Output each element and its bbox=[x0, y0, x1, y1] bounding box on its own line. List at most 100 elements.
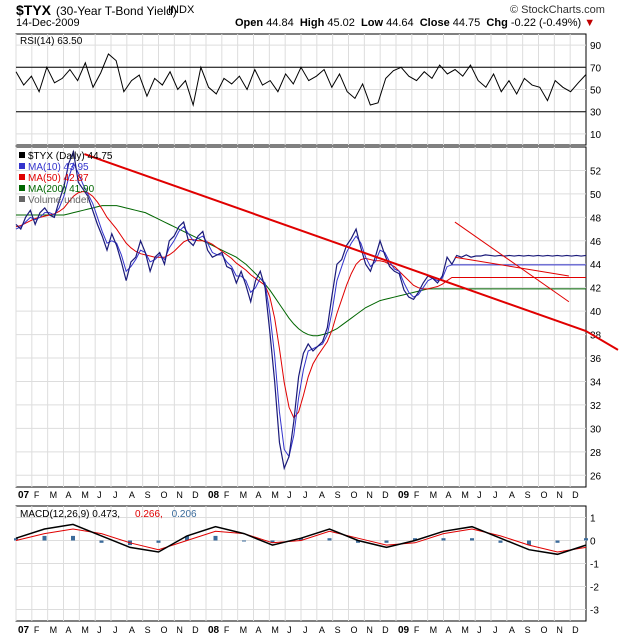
price-x-tick-label: F bbox=[414, 490, 420, 500]
price-x-tick-label: A bbox=[66, 490, 72, 500]
macd-histogram-bar bbox=[14, 538, 18, 541]
macd-histogram-bar bbox=[441, 538, 446, 541]
rsi-y-tick-label: 50 bbox=[590, 86, 602, 97]
price-x-tick-label: M bbox=[430, 490, 438, 500]
exchange: INDX bbox=[168, 4, 195, 16]
ohlc-row: Open 44.84 High 45.02 Low 44.64 Close 44… bbox=[235, 17, 595, 29]
price-y-tick-label: 30 bbox=[590, 424, 602, 435]
price-y-tick-label: 28 bbox=[590, 448, 602, 459]
low-label: Low bbox=[361, 17, 384, 29]
price-y-tick-label: 42 bbox=[590, 284, 602, 295]
open-label: Open bbox=[235, 17, 264, 29]
price-x-tick-label: D bbox=[382, 490, 389, 500]
change-value: -0.22 (-0.49%) bbox=[510, 17, 582, 29]
macd-y-tick-label: -2 bbox=[590, 583, 599, 594]
macd-y-tick-label: -1 bbox=[590, 560, 599, 571]
rsi-y-tick-label: 70 bbox=[590, 63, 602, 74]
price-x-tick-label: J bbox=[303, 490, 308, 500]
price-x-tick-label: J bbox=[477, 490, 482, 500]
macd-histogram-bar bbox=[213, 535, 218, 541]
price-legend-label: MA(10) 43.95 bbox=[28, 162, 89, 173]
price-y-tick-label: 32 bbox=[590, 401, 602, 412]
price-x-tick-label: D bbox=[192, 490, 199, 500]
change-label: Chg bbox=[486, 17, 508, 29]
macd-histogram-bar bbox=[527, 540, 531, 546]
high-label: High bbox=[299, 17, 325, 29]
symbol: $TYX bbox=[16, 2, 52, 18]
macd-histogram-bar bbox=[299, 538, 303, 541]
macd-histogram-bar bbox=[71, 535, 75, 541]
price-x-tick-label: S bbox=[145, 490, 151, 500]
price-y-tick-label: 50 bbox=[590, 190, 602, 201]
price-legend-swatch bbox=[19, 185, 25, 191]
price-x-tick-label: J bbox=[493, 490, 498, 500]
price-legend-label: Volume undef bbox=[28, 195, 89, 206]
macd-x-tick-label: D bbox=[192, 625, 199, 635]
price-y-tick-label: 34 bbox=[590, 377, 602, 388]
macd-x-tick-label: A bbox=[256, 625, 262, 635]
macd-histogram-bar bbox=[470, 538, 474, 541]
price-x-tick-label: A bbox=[509, 490, 515, 500]
price-x-tick-label: J bbox=[287, 490, 292, 500]
ma10-line bbox=[15, 162, 586, 458]
down-triangle-icon: ▼ bbox=[584, 17, 596, 29]
symbol-name: (30-Year T-Bond Yield) bbox=[56, 4, 177, 18]
macd-histogram-bar bbox=[327, 538, 332, 541]
macd-x-tick-label: J bbox=[303, 625, 308, 635]
trendline-extension bbox=[585, 330, 619, 351]
macd-x-tick-label: J bbox=[493, 625, 498, 635]
price-x-tick-label: M bbox=[81, 490, 89, 500]
macd-histogram-bar bbox=[413, 538, 417, 541]
price-x-tick-label: M bbox=[271, 490, 279, 500]
close-value: 44.75 bbox=[452, 17, 481, 29]
price-legend-label: $TYX (Daily) 44.75 bbox=[28, 151, 113, 162]
price-x-tick-label: J bbox=[97, 490, 102, 500]
ma50-line bbox=[15, 191, 586, 419]
macd-y-tick-label: 1 bbox=[590, 514, 596, 525]
price-legend-swatch bbox=[19, 196, 25, 202]
high-value: 45.02 bbox=[327, 17, 355, 29]
macd-histogram-bar bbox=[356, 540, 360, 543]
macd-x-tick-label: F bbox=[414, 625, 420, 635]
price-x-tick-label: S bbox=[525, 490, 531, 500]
low-value: 44.64 bbox=[386, 17, 414, 29]
date: 14-Dec-2009 bbox=[16, 17, 80, 29]
macd-x-tick-label: A bbox=[129, 625, 135, 635]
macd-y-tick-label: 0 bbox=[590, 537, 596, 548]
macd-x-tick-label: A bbox=[509, 625, 515, 635]
macd-histogram-bar bbox=[384, 540, 389, 543]
macd-legend: 0.266, bbox=[135, 509, 163, 520]
macd-x-tick-label: J bbox=[97, 625, 102, 635]
price-x-tick-label: N bbox=[556, 490, 563, 500]
macd-line bbox=[15, 523, 587, 556]
macd-x-tick-label: O bbox=[351, 625, 358, 635]
macd-histogram-bar bbox=[185, 535, 189, 541]
macd-x-tick-label: 09 bbox=[398, 625, 410, 636]
macd-x-tick-label: 08 bbox=[208, 625, 220, 636]
macd-x-tick-label: 07 bbox=[18, 625, 30, 636]
price-y-tick-label: 44 bbox=[590, 260, 602, 271]
price-x-tick-label: 07 bbox=[18, 490, 30, 501]
close-label: Close bbox=[419, 17, 450, 29]
price-x-tick-label: N bbox=[366, 490, 373, 500]
rsi-y-tick-label: 30 bbox=[590, 108, 602, 119]
macd-x-tick-label: A bbox=[446, 625, 452, 635]
price-y-tick-label: 26 bbox=[590, 471, 602, 482]
macd-histogram-bar bbox=[498, 540, 503, 543]
trendline-1 bbox=[454, 221, 570, 303]
price-x-tick-label: F bbox=[224, 490, 230, 500]
macd-histogram-bar bbox=[99, 540, 104, 543]
macd-x-tick-label: S bbox=[335, 625, 341, 635]
rsi-y-tick-label: 10 bbox=[590, 130, 602, 141]
macd-legend: 0.206 bbox=[172, 509, 197, 520]
price-x-tick-label: F bbox=[34, 490, 40, 500]
ma200-line bbox=[16, 205, 586, 337]
price-legend-swatch bbox=[19, 174, 25, 180]
price-legend-label: MA(200) 41.90 bbox=[28, 184, 95, 195]
macd-x-tick-label: O bbox=[161, 625, 168, 635]
open-value: 44.84 bbox=[266, 17, 294, 29]
macd-x-tick-label: S bbox=[145, 625, 151, 635]
macd-x-tick-label: M bbox=[461, 625, 469, 635]
rsi-line bbox=[15, 53, 587, 108]
price-x-tick-label: M bbox=[461, 490, 469, 500]
